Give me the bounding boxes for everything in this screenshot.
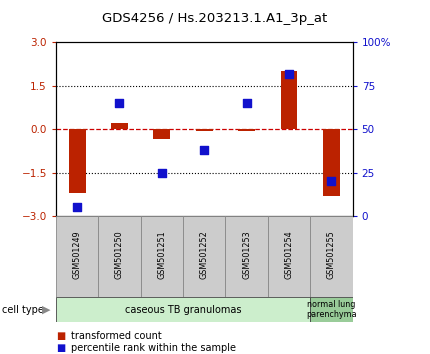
Point	[74, 204, 80, 210]
Point	[328, 178, 335, 184]
Text: GSM501254: GSM501254	[285, 231, 294, 279]
Point	[201, 147, 208, 153]
Bar	[196, 129, 213, 131]
Point	[116, 101, 123, 106]
Bar	[183, 216, 225, 297]
Text: ■: ■	[56, 343, 65, 353]
Text: percentile rank within the sample: percentile rank within the sample	[71, 343, 236, 353]
Point	[158, 170, 165, 175]
Text: GSM501252: GSM501252	[200, 231, 209, 279]
Point	[286, 71, 292, 76]
Bar	[154, 129, 170, 139]
Bar	[268, 216, 310, 297]
Bar	[225, 216, 268, 297]
Text: caseous TB granulomas: caseous TB granulomas	[125, 305, 241, 315]
Bar	[141, 216, 183, 297]
Text: GSM501255: GSM501255	[327, 231, 336, 279]
Bar	[69, 129, 86, 193]
Bar	[238, 129, 255, 131]
Bar	[111, 124, 128, 129]
Text: GDS4256 / Hs.203213.1.A1_3p_at: GDS4256 / Hs.203213.1.A1_3p_at	[102, 12, 328, 25]
Text: ▶: ▶	[42, 305, 50, 315]
Bar	[56, 297, 310, 322]
Text: GSM501250: GSM501250	[115, 231, 124, 279]
Bar	[310, 216, 353, 297]
Bar	[56, 216, 98, 297]
Bar	[310, 297, 353, 322]
Text: GSM501251: GSM501251	[157, 231, 166, 279]
Text: GSM501249: GSM501249	[73, 231, 82, 279]
Bar	[280, 72, 298, 129]
Text: transformed count: transformed count	[71, 331, 162, 341]
Bar	[323, 129, 340, 196]
Bar	[98, 216, 141, 297]
Text: cell type: cell type	[2, 305, 44, 315]
Point	[243, 101, 250, 106]
Text: GSM501253: GSM501253	[242, 231, 251, 279]
Text: normal lung
parenchyma: normal lung parenchyma	[306, 300, 357, 319]
Text: ■: ■	[56, 331, 65, 341]
